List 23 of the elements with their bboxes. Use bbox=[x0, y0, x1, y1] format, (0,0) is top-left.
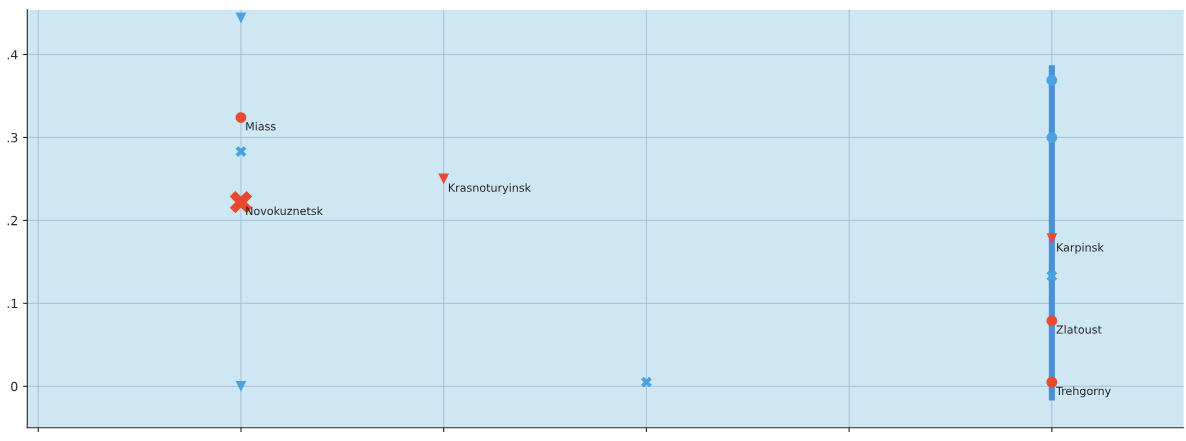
point bbox=[1046, 315, 1058, 327]
y-tick-label: .2 bbox=[7, 215, 17, 226]
point bbox=[1046, 132, 1058, 143]
series-label: Trehgorny bbox=[1055, 386, 1111, 398]
point bbox=[235, 380, 247, 392]
series-label: Miass bbox=[246, 121, 276, 131]
y-tick-label: .3 bbox=[7, 132, 18, 143]
point bbox=[1046, 376, 1058, 388]
point bbox=[641, 376, 652, 388]
point bbox=[1046, 74, 1058, 86]
series-label: Novokuznetsk bbox=[246, 206, 323, 216]
point bbox=[1046, 233, 1058, 245]
point bbox=[438, 173, 450, 185]
y-tick-label: .1 bbox=[7, 298, 18, 309]
series-label: Zlatoust bbox=[1056, 325, 1102, 334]
point bbox=[1046, 270, 1058, 282]
series-label: Karpinsk bbox=[1057, 242, 1104, 254]
point bbox=[235, 146, 247, 157]
point bbox=[235, 12, 247, 24]
series-label: Krasnoturyinsk bbox=[448, 183, 531, 195]
y-tick-label: .4 bbox=[7, 50, 18, 60]
point bbox=[235, 112, 247, 123]
y-tick-label: 0 bbox=[11, 381, 18, 392]
